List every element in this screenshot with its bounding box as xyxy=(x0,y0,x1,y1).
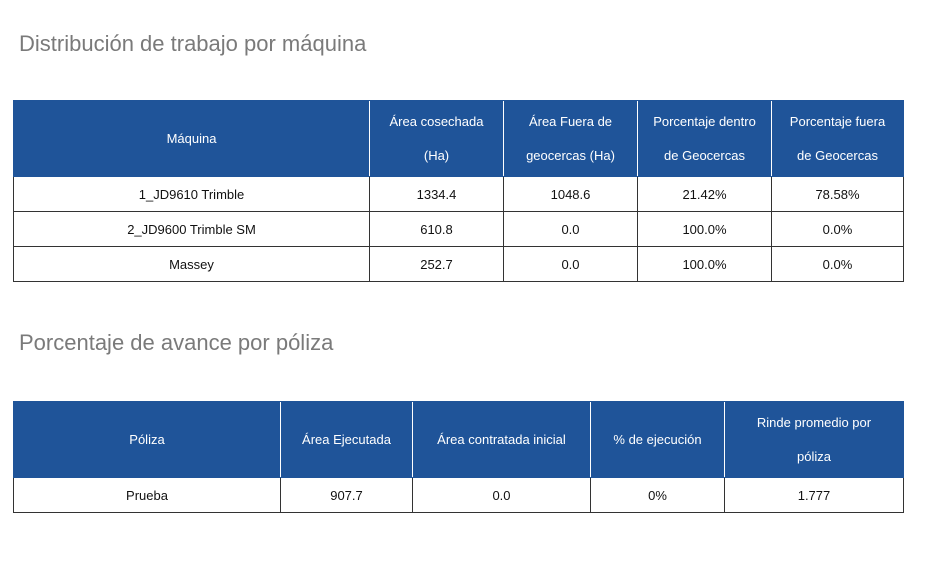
column-header-average-yield: Rinde promedio por póliza xyxy=(724,401,904,478)
table-header-row: Máquina Área cosechada (Ha) Área Fuera de… xyxy=(13,100,904,177)
cell-area-outside: 0.0 xyxy=(503,246,638,282)
column-header-policy: Póliza xyxy=(13,401,281,478)
cell-average-yield: 1.777 xyxy=(724,477,904,513)
cell-initial-contracted-area: 0.0 xyxy=(412,477,591,513)
section-title-policy-progress: Porcentaje de avance por póliza xyxy=(19,330,334,355)
policy-progress-table: Póliza Área Ejecutada Área contratada in… xyxy=(13,401,904,513)
cell-percent-inside: 100.0% xyxy=(637,211,772,247)
cell-harvested-area: 1334.4 xyxy=(369,176,504,212)
table-header-row: Póliza Área Ejecutada Área contratada in… xyxy=(13,401,904,478)
cell-machine: Massey xyxy=(13,246,370,282)
cell-percent-inside: 21.42% xyxy=(637,176,772,212)
cell-harvested-area: 610.8 xyxy=(369,211,504,247)
cell-percent-outside: 0.0% xyxy=(771,211,904,247)
column-header-executed-area: Área Ejecutada xyxy=(280,401,413,478)
table-row: Massey 252.7 0.0 100.0% 0.0% xyxy=(13,246,904,282)
cell-execution-percent: 0% xyxy=(590,477,725,513)
table-row: 1_JD9610 Trimble 1334.4 1048.6 21.42% 78… xyxy=(13,176,904,212)
section-title-machine-distribution: Distribución de trabajo por máquina xyxy=(19,31,367,56)
cell-machine: 1_JD9610 Trimble xyxy=(13,176,370,212)
column-header-area-outside-geofences: Área Fuera de geocercas (Ha) xyxy=(503,100,638,177)
table-row: 2_JD9600 Trimble SM 610.8 0.0 100.0% 0.0… xyxy=(13,211,904,247)
column-header-percent-outside-geofences: Porcentaje fuera de Geocercas xyxy=(771,100,904,177)
machine-distribution-table: Máquina Área cosechada (Ha) Área Fuera de… xyxy=(13,100,904,282)
column-header-harvested-area: Área cosechada (Ha) xyxy=(369,100,504,177)
cell-area-outside: 0.0 xyxy=(503,211,638,247)
cell-area-outside: 1048.6 xyxy=(503,176,638,212)
cell-executed-area: 907.7 xyxy=(280,477,413,513)
cell-machine: 2_JD9600 Trimble SM xyxy=(13,211,370,247)
cell-harvested-area: 252.7 xyxy=(369,246,504,282)
cell-percent-inside: 100.0% xyxy=(637,246,772,282)
cell-policy: Prueba xyxy=(13,477,281,513)
column-header-percent-inside-geofences: Porcentaje dentro de Geocercas xyxy=(637,100,772,177)
column-header-execution-percent: % de ejecución xyxy=(590,401,725,478)
cell-percent-outside: 0.0% xyxy=(771,246,904,282)
column-header-initial-contracted-area: Área contratada inicial xyxy=(412,401,591,478)
column-header-machine: Máquina xyxy=(13,100,370,177)
table-row: Prueba 907.7 0.0 0% 1.777 xyxy=(13,477,904,513)
cell-percent-outside: 78.58% xyxy=(771,176,904,212)
